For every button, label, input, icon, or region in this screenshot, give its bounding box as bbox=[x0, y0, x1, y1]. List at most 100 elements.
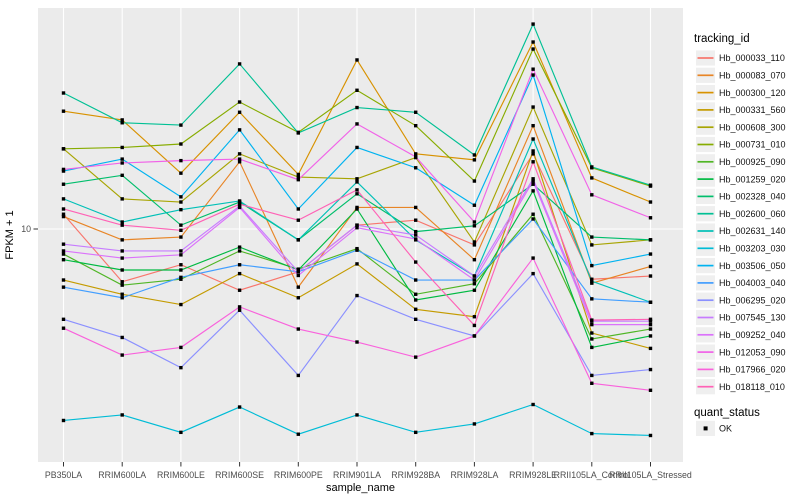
data-point-square bbox=[61, 91, 66, 95]
data-point-square bbox=[355, 188, 359, 192]
data-point-square bbox=[61, 167, 66, 172]
data-point-square bbox=[61, 214, 66, 219]
data-point-square bbox=[414, 317, 418, 322]
data-point-square bbox=[179, 158, 183, 163]
data-point-square bbox=[531, 189, 535, 193]
data-point-square bbox=[355, 145, 359, 150]
y-tick-label: 10 bbox=[21, 224, 31, 234]
data-point-square bbox=[531, 105, 535, 109]
data-point-square bbox=[237, 271, 242, 276]
legend-item-Hb_018118_010: Hb_018118_010 bbox=[696, 379, 785, 395]
data-point-square bbox=[472, 158, 477, 162]
data-point-square bbox=[179, 171, 183, 175]
data-point-square bbox=[237, 110, 242, 114]
legend-item-Hb_000608_300: Hb_000608_300 bbox=[696, 119, 786, 135]
data-point-square bbox=[355, 180, 359, 184]
legend-item-Hb_006295_020: Hb_006295_020 bbox=[696, 292, 786, 308]
data-point-square bbox=[414, 110, 418, 114]
data-point-square bbox=[179, 275, 183, 280]
data-point-square bbox=[590, 331, 594, 335]
data-point-square bbox=[179, 263, 183, 267]
data-point-square bbox=[590, 318, 594, 322]
data-point-square bbox=[590, 176, 594, 180]
data-point-square bbox=[648, 317, 653, 322]
data-point-square bbox=[531, 256, 535, 260]
data-point-square bbox=[120, 280, 124, 284]
data-point-square bbox=[179, 345, 183, 350]
data-point-square bbox=[296, 268, 300, 272]
data-point-square bbox=[531, 160, 535, 164]
x-tick-label: RRIM600SE bbox=[215, 470, 264, 480]
legend-item-label: Hb_000331_560 bbox=[719, 105, 786, 115]
data-point-square bbox=[531, 40, 535, 44]
data-point-square bbox=[531, 177, 535, 181]
legend-item-label: Hb_000608_300 bbox=[719, 122, 786, 132]
data-point-square bbox=[237, 199, 242, 203]
data-points bbox=[61, 22, 653, 438]
data-point-square bbox=[179, 142, 183, 146]
data-point-square bbox=[531, 73, 535, 77]
data-point-square bbox=[179, 228, 183, 233]
data-point-square bbox=[296, 432, 300, 436]
data-point-square bbox=[61, 258, 66, 262]
data-point-square bbox=[237, 288, 242, 292]
data-point-square bbox=[120, 296, 124, 300]
data-point-square bbox=[179, 277, 183, 281]
data-point-square bbox=[120, 223, 124, 227]
legend-item-Hb_002328_040: Hb_002328_040 bbox=[696, 188, 786, 204]
x-tick-label: RRIM600LE bbox=[157, 470, 205, 480]
data-point-square bbox=[237, 405, 242, 409]
data-point-square bbox=[590, 431, 594, 436]
plot-panel bbox=[38, 8, 683, 462]
data-point-square bbox=[472, 220, 477, 224]
y-axis-title: FPKM + 1 bbox=[4, 210, 16, 259]
data-point-square bbox=[414, 278, 418, 282]
data-point-square bbox=[296, 238, 300, 242]
data-point-square bbox=[296, 273, 300, 278]
legend2-key-square bbox=[703, 426, 708, 431]
data-point-square bbox=[120, 161, 124, 165]
x-tick-label: RRIM600PE bbox=[274, 470, 323, 480]
legend-item-Hb_007545_130: Hb_007545_130 bbox=[696, 309, 786, 326]
data-point-square bbox=[61, 182, 66, 186]
data-point-square bbox=[355, 192, 359, 196]
data-point-square bbox=[120, 220, 124, 224]
data-point-square bbox=[237, 62, 242, 66]
legend-item-label: Hb_018118_010 bbox=[719, 382, 785, 392]
data-point-square bbox=[590, 279, 594, 283]
data-point-square bbox=[237, 249, 242, 253]
legend-item-Hb_017966_020: Hb_017966_020 bbox=[696, 361, 786, 377]
data-point-square bbox=[179, 365, 183, 370]
data-point-square bbox=[237, 157, 242, 161]
data-point-square bbox=[179, 268, 183, 272]
data-point-square bbox=[61, 278, 66, 282]
data-point-square bbox=[414, 237, 418, 241]
data-point-square bbox=[472, 282, 477, 286]
data-point-square bbox=[472, 334, 477, 338]
data-point-square bbox=[531, 22, 535, 26]
data-point-square bbox=[531, 179, 535, 183]
x-tick-label: RRIM901LA bbox=[333, 470, 381, 480]
data-point-square bbox=[296, 373, 300, 378]
data-point-square bbox=[237, 152, 242, 156]
data-point-square bbox=[120, 145, 124, 150]
data-point-square bbox=[648, 346, 653, 351]
data-point-square bbox=[531, 152, 535, 156]
x-tick-label: PB350LA bbox=[45, 470, 82, 480]
data-point-square bbox=[648, 433, 653, 438]
data-point-square bbox=[120, 197, 124, 201]
data-point-square bbox=[590, 345, 594, 350]
data-point-square bbox=[531, 137, 535, 141]
legend-item-Hb_000033_110: Hb_000033_110 bbox=[696, 50, 785, 66]
data-point-square bbox=[355, 58, 359, 62]
data-point-square bbox=[531, 402, 535, 407]
x-tick-label: RRII105LA_Stressed bbox=[609, 470, 692, 480]
legend-item-label: Hb_002600_060 bbox=[719, 209, 786, 219]
data-point-square bbox=[472, 278, 477, 282]
data-point-square bbox=[237, 205, 242, 210]
data-point-square bbox=[414, 355, 418, 359]
data-point-square bbox=[296, 172, 300, 177]
legend-item-label: Hb_000300_120 bbox=[719, 88, 786, 98]
data-point-square bbox=[179, 207, 183, 212]
data-point-square bbox=[648, 322, 653, 327]
